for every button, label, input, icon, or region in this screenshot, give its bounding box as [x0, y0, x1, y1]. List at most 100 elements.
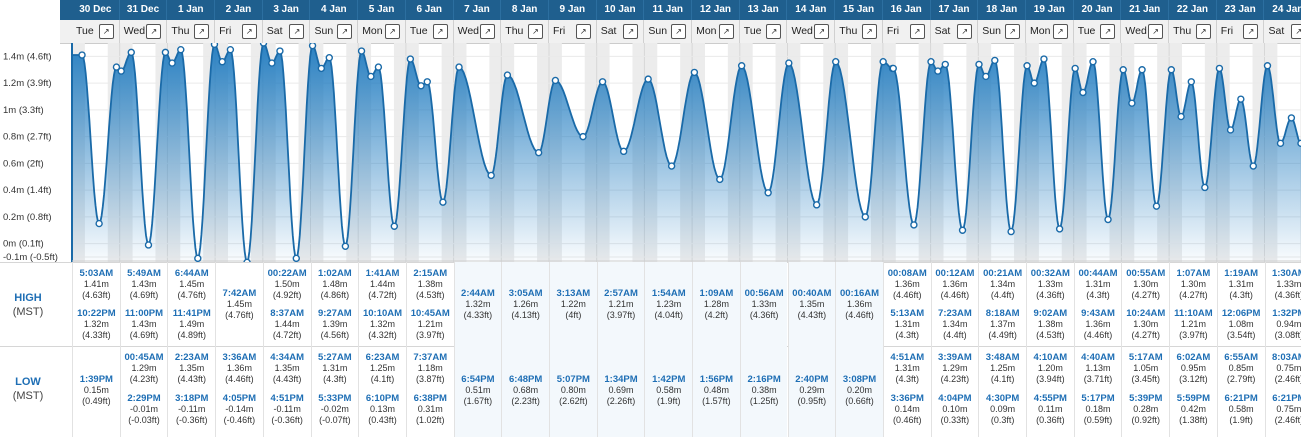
date-header-20: 19 Jan [1026, 0, 1074, 20]
entry-height-ft: (4.27ft) [1179, 290, 1208, 300]
expand-icon[interactable]: ↗ [1148, 24, 1164, 39]
expand-icon[interactable]: ↗ [671, 24, 687, 39]
entry-height-ft: (4.4ft) [990, 290, 1015, 300]
low-tide-entry: 5:07PM 0.80m (2.62ft) [550, 374, 597, 407]
entry-height-ft: (4.36ft) [1274, 290, 1301, 300]
low-tide-entry: 4:34AM 1.35m (4.43ft) [264, 352, 311, 385]
expand-icon[interactable]: ↗ [861, 24, 877, 39]
table-column-19: 00:21AM 1.34m (4.4ft) 8:18AM 1.37m (4.49ft) 3:… [978, 262, 1026, 437]
entry-height-ft: (4.3ft) [895, 330, 919, 340]
low-tide-entry: 5:33PM -0.02m (-0.07ft) [312, 393, 359, 426]
expand-icon[interactable]: ↗ [241, 24, 257, 39]
low-tide-entry: 3:39AM 1.29m (4.23ft) [932, 352, 979, 385]
expand-icon[interactable]: ↗ [337, 24, 353, 39]
high-tide-entry: 8:37AM 1.44m (4.72ft) [264, 308, 311, 341]
day-name: Sat [934, 25, 951, 37]
entry-height-ft: (3.12ft) [1179, 374, 1208, 384]
entry-height-ft: (4.46ft) [225, 374, 254, 384]
day-cell-6: Mon ↗ [358, 20, 406, 43]
low-tide-entry: 2:23AM 1.35m (4.43ft) [168, 352, 215, 385]
expand-icon[interactable]: ↗ [146, 24, 162, 39]
table-column-4: 00:22AM 1.50m (4.92ft) 8:37AM 1.44m (4.72ft) 4… [262, 262, 311, 437]
entry-height-ft: (3.97ft) [1179, 330, 1208, 340]
table-column-2: 6:44AM 1.45m (4.76ft) 11:41PM 1.49m (4.89ft) 2… [167, 262, 215, 437]
day-name: Mon [696, 25, 717, 37]
day-name: Wed [1125, 25, 1147, 37]
expand-icon[interactable]: ↗ [384, 24, 400, 39]
day-cell-5: Sun ↗ [311, 20, 359, 43]
expand-icon[interactable]: ↗ [957, 24, 973, 39]
table-column-10: 3:13AM 1.22m (4ft) 5:07PM 0.80m (2.62ft) [549, 262, 597, 437]
entry-height-ft: (4.92ft) [272, 290, 302, 300]
tide-high-point [889, 64, 897, 73]
expand-icon[interactable]: ↗ [527, 24, 543, 39]
expand-icon[interactable]: ↗ [1243, 24, 1259, 39]
y-tick-label: 0.8m (2.7ft) [3, 132, 52, 143]
entry-height-ft: (4.3ft) [323, 374, 347, 384]
entry-height-m: 0.09m [990, 404, 1016, 414]
expand-icon[interactable]: ↗ [289, 24, 305, 39]
tide-low-point [194, 254, 202, 262]
entry-time: 9:43AM [1081, 308, 1115, 319]
tide-low-point [579, 132, 587, 141]
entry-height-ft: (4.46ft) [1083, 330, 1113, 340]
entry-height-ft: (1.9ft) [1229, 415, 1253, 425]
expand-icon[interactable]: ↗ [480, 24, 496, 39]
day-name: Sat [266, 25, 283, 37]
entry-time: 8:18AM [985, 308, 1020, 319]
expand-icon[interactable]: ↗ [718, 24, 734, 39]
date-header-19: 18 Jan [978, 0, 1026, 20]
expand-icon[interactable]: ↗ [1195, 24, 1211, 39]
tide-low-point [218, 58, 226, 66]
tide-low-point [487, 171, 495, 180]
entry-time: 5:07PM [556, 374, 590, 385]
tide-low-point [144, 241, 153, 249]
expand-icon[interactable]: ↗ [194, 24, 210, 39]
tide-low-point [1177, 112, 1185, 121]
high-row-label: HIGH (MST) [0, 292, 56, 318]
table-column-22: 00:55AM 1.30m (4.27ft) 10:24AM 1.30m (4.27ft)… [1121, 262, 1169, 437]
high-tide-entry: 8:18AM 1.37m (4.49ft) [979, 308, 1026, 341]
day-cell-17: Fri ↗ [883, 20, 931, 43]
entry-time: 2:44AM [461, 288, 495, 299]
entry-height-m: -0.11m [178, 404, 206, 414]
low-tide-entry: 4:51PM -0.11m (-0.36ft) [264, 393, 311, 426]
expand-icon[interactable]: ↗ [432, 24, 448, 39]
expand-icon[interactable]: ↗ [1291, 24, 1301, 39]
entry-height-ft: (0.46ft) [892, 415, 922, 425]
expand-icon[interactable]: ↗ [814, 24, 830, 39]
entry-time: 1:09AM [699, 288, 734, 299]
tide-high-point [644, 75, 652, 83]
table-column-21: 00:44AM 1.31m (4.3ft) 9:43AM 1.36m (4.46ft) 4:… [1073, 262, 1122, 437]
expand-icon[interactable]: ↗ [1004, 24, 1020, 39]
tide-high-point [1071, 64, 1079, 73]
expand-icon[interactable]: ↗ [766, 24, 782, 39]
entry-height-m: 1.31m [1085, 279, 1111, 289]
tide-low-point [168, 59, 176, 67]
expand-icon[interactable]: ↗ [623, 24, 639, 39]
entry-height-ft: (-0.36ft) [175, 415, 208, 425]
entry-time: 2:16PM [747, 374, 781, 385]
day-cell-2: Thu ↗ [167, 20, 216, 43]
tide-low-point [341, 242, 350, 251]
date-header-24: 23 Jan [1217, 0, 1265, 20]
expand-icon[interactable]: ↗ [909, 24, 925, 39]
tide-high-point [78, 51, 86, 59]
entry-time: 4:55PM [1033, 393, 1067, 404]
entry-time: 4:51PM [270, 393, 304, 404]
entry-height-ft: (1.25ft) [749, 396, 779, 406]
entry-height-m: 1.38m [1037, 319, 1063, 329]
date-header-7: 6 Jan [406, 0, 454, 20]
expand-icon[interactable]: ↗ [98, 24, 114, 39]
entry-height-ft: (4.27ft) [1131, 290, 1160, 300]
day-cell-18: Sat ↗ [931, 20, 979, 43]
date-header-12: 11 Jan [644, 0, 693, 20]
date-header-14: 13 Jan [740, 0, 788, 20]
tide-low-point [1055, 225, 1064, 233]
expand-icon[interactable]: ↗ [1100, 24, 1116, 39]
entry-height-m: 1.30m [1133, 319, 1159, 329]
expand-icon[interactable]: ↗ [575, 24, 591, 39]
expand-icon[interactable]: ↗ [1052, 24, 1068, 39]
tide-high-point [1237, 95, 1245, 103]
day-cell-1: Wed ↗ [120, 20, 168, 43]
